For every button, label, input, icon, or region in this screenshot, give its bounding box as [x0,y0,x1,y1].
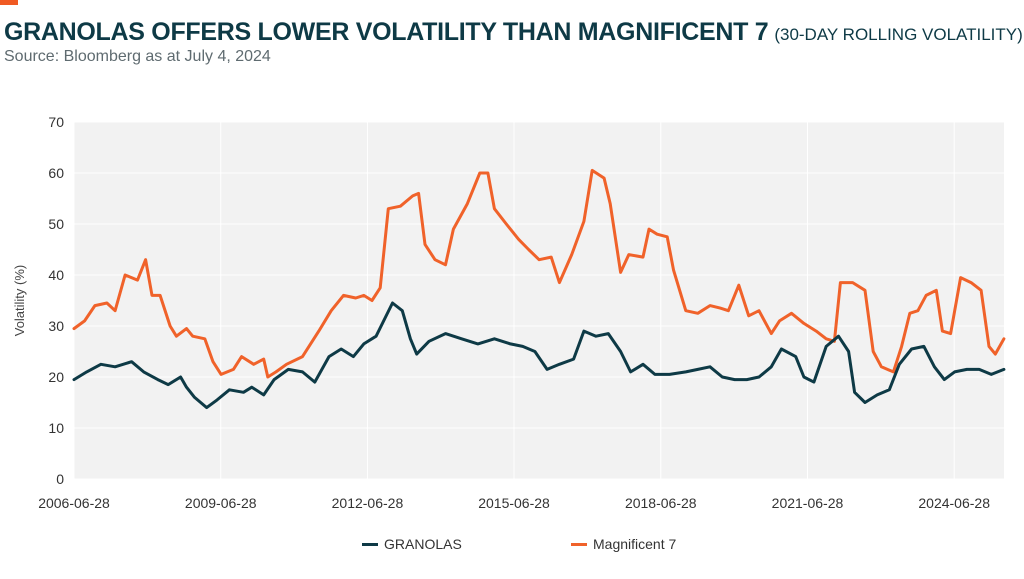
y-tick-label: 0 [56,471,64,487]
accent-bar [0,0,18,5]
legend-item-granolas: GRANOLAS [362,536,462,552]
legend-swatch-granolas [362,542,378,546]
x-tick-label: 2024-06-28 [918,495,990,511]
x-tick-label: 2018-06-28 [625,495,697,511]
y-tick-label: 10 [48,420,64,436]
x-tick-label: 2009-06-28 [185,495,257,511]
x-tick-label: 2006-06-28 [38,495,110,511]
x-tick-label: 2021-06-28 [772,495,844,511]
chart-subtitle: (30-DAY ROLLING VOLATILITY) [774,25,1023,44]
chart-title: GRANOLAS OFFERS LOWER VOLATILITY THAN MA… [4,18,769,46]
legend: GRANOLAS Magnificent 7 [0,536,1024,556]
y-tick-label: 30 [48,318,64,334]
plot-area [74,122,1004,479]
y-tick-label: 70 [48,114,64,130]
series-line-magnificent-7 [72,168,1006,379]
x-tick-label: 2012-06-28 [332,495,404,511]
source-note: Source: Bloomberg as at July 4, 2024 [4,48,271,65]
y-tick-label: 50 [48,216,64,232]
legend-label-magnificent-7: Magnificent 7 [593,536,677,552]
x-tick-label: 2015-06-28 [478,495,550,511]
legend-swatch-magnificent-7 [571,542,587,546]
y-tick-label: 40 [48,267,64,283]
y-tick-label: 20 [48,369,64,385]
legend-item-magnificent-7: Magnificent 7 [571,536,676,552]
series-line-granolas [72,301,1006,410]
y-axis-label: Volatility (%) [12,265,27,337]
legend-label-granolas: GRANOLAS [384,536,462,552]
y-tick-label: 60 [48,165,64,181]
chart-title-row: GRANOLAS OFFERS LOWER VOLATILITY THAN MA… [4,18,1023,47]
